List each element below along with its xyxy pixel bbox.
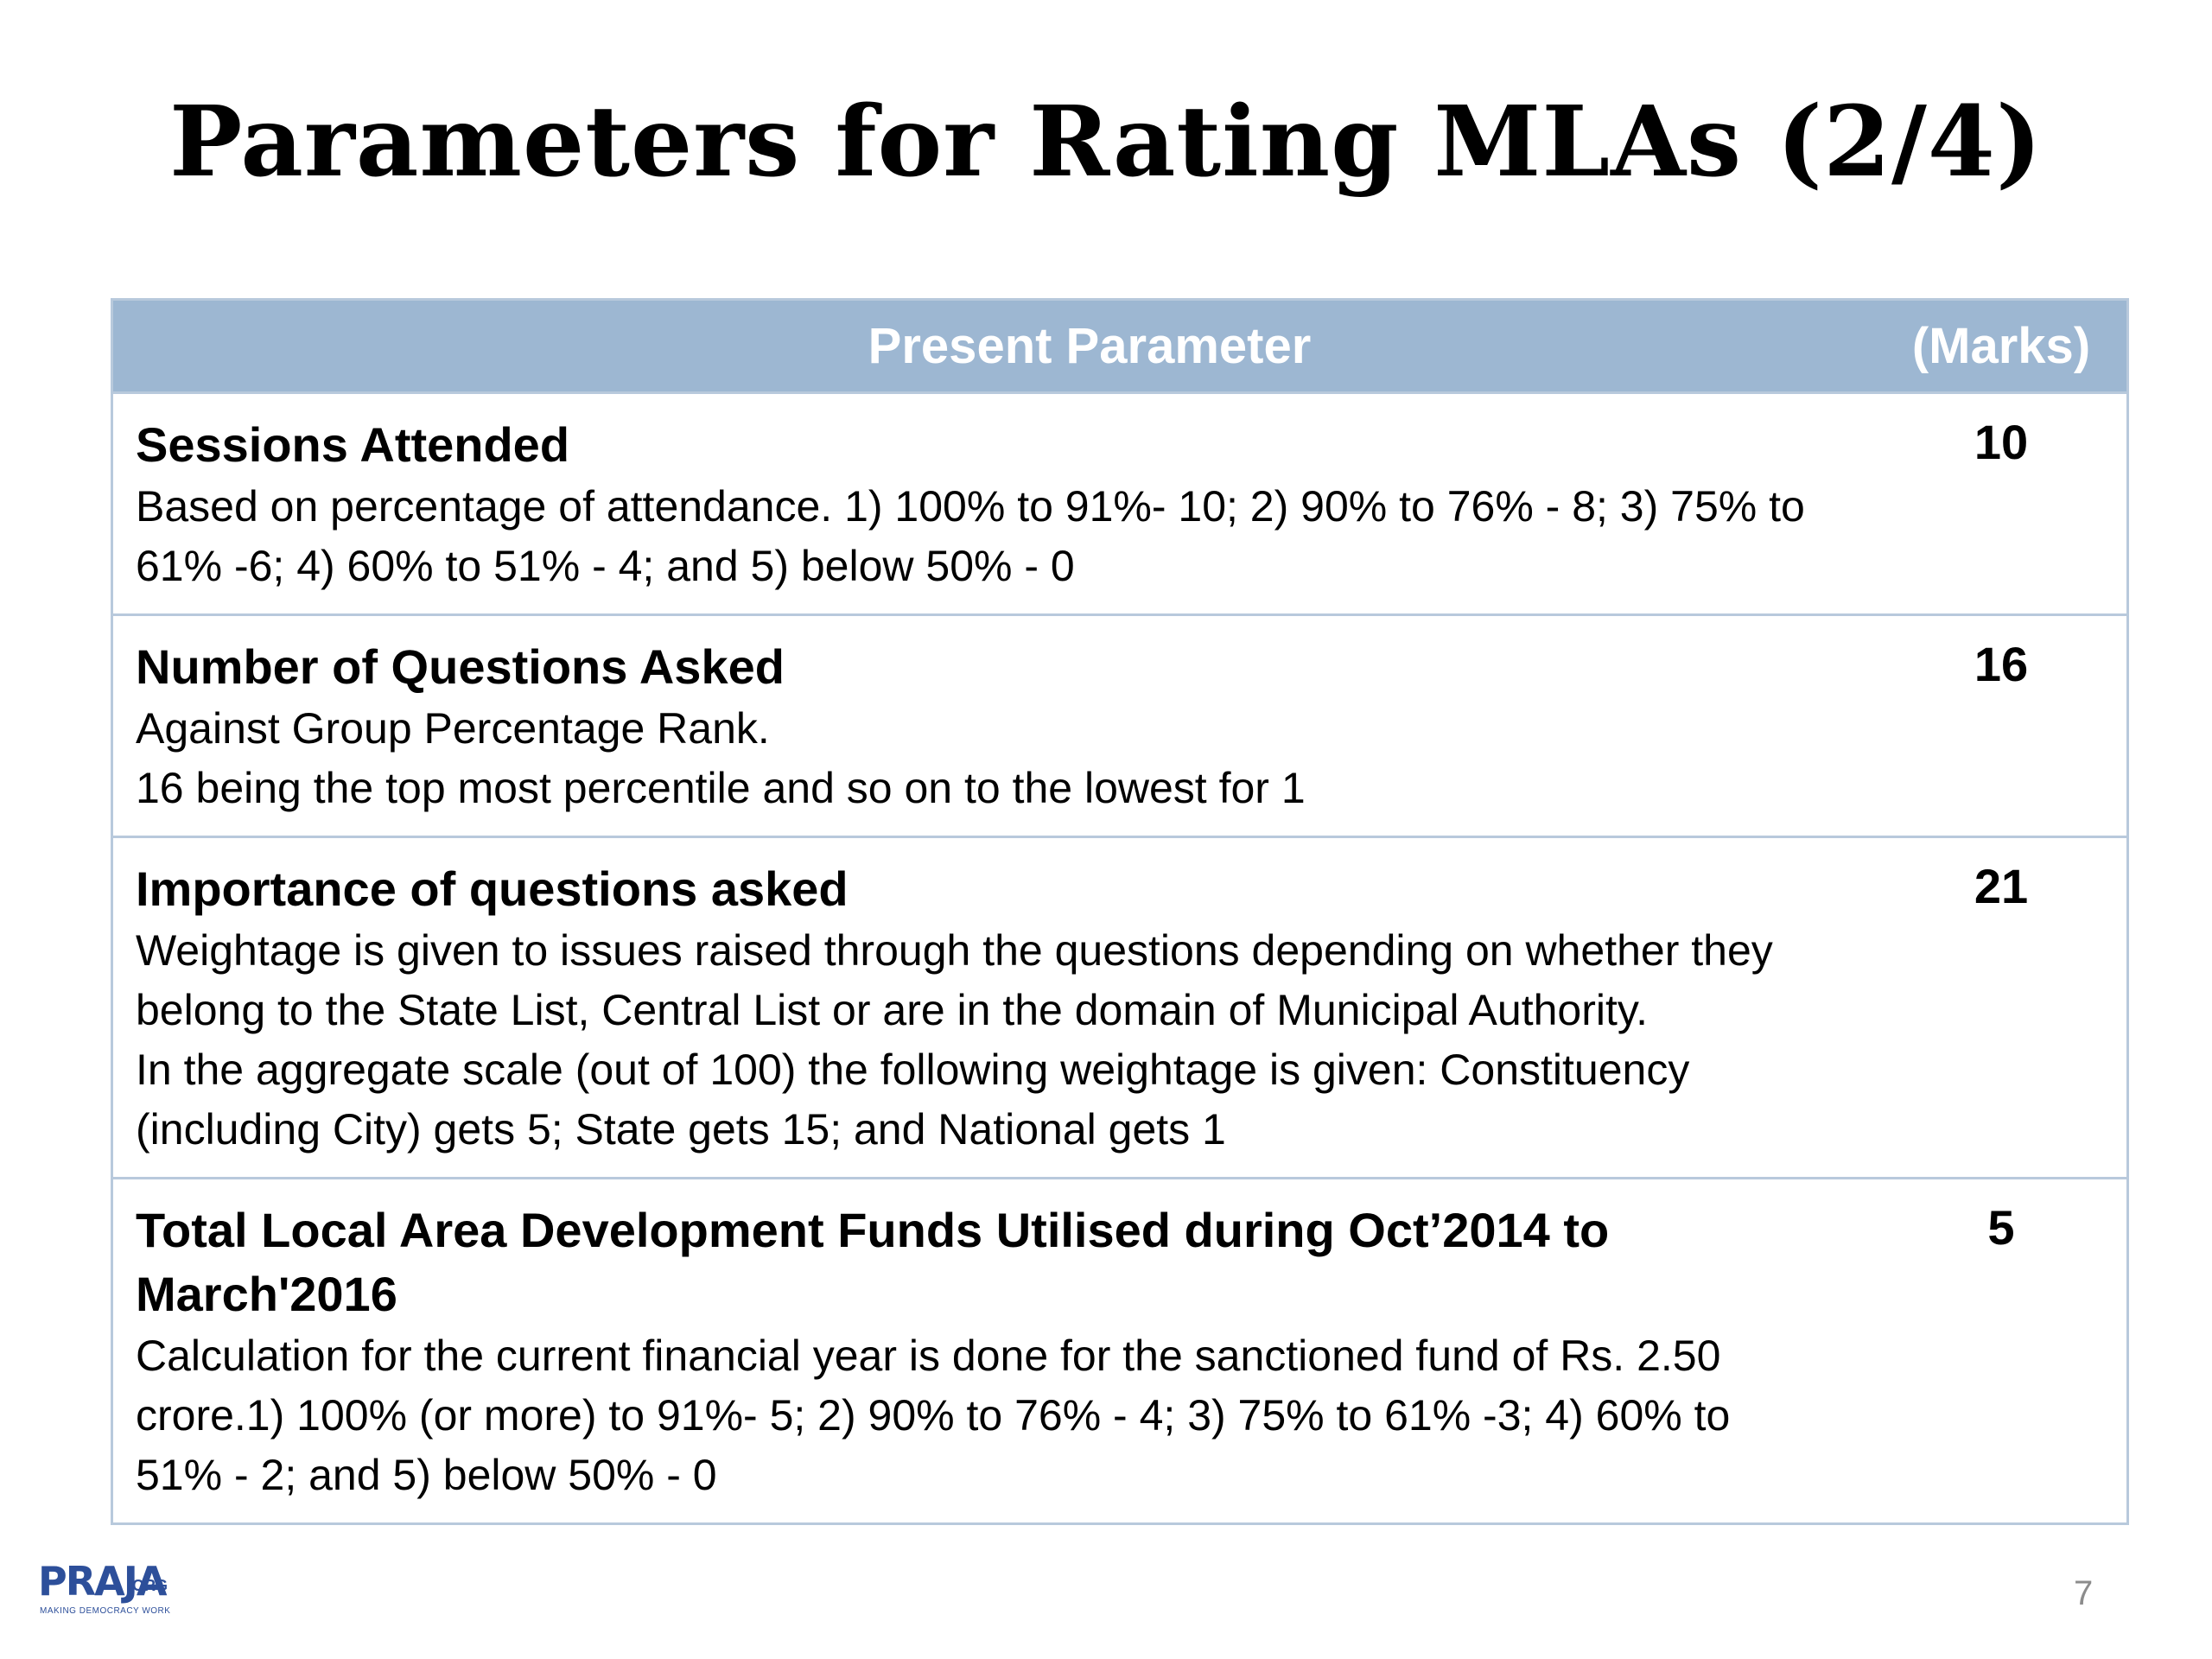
logo-tagline: MAKING DEMOCRACY WORK	[40, 1606, 171, 1616]
table-row-questions-asked: Number of Questions Asked Against Group …	[113, 613, 2126, 836]
table-row-lad-funds: Total Local Area Development Funds Utili…	[113, 1177, 2126, 1522]
header-marks: (Marks)	[1911, 318, 2091, 374]
parameter-cell: Number of Questions Asked Against Group …	[113, 616, 1893, 836]
parameter-description: Weightage is given to issues raised thro…	[136, 926, 1773, 1154]
parameters-table: Present Parameter (Marks) Sessions Atten…	[111, 298, 2129, 1525]
parameter-cell: Total Local Area Development Funds Utili…	[113, 1179, 1893, 1522]
marks-cell: 5	[1987, 1200, 2015, 1255]
marks-cell: 10	[1974, 415, 2029, 469]
table-header: Present Parameter (Marks)	[113, 301, 2126, 391]
parameter-title: Number of Questions Asked	[136, 639, 785, 694]
praja-logo: PRAJA .ORG MAKING DEMOCRACY WORK	[35, 1551, 181, 1629]
table-row-sessions-attended: Sessions Attended Based on percentage of…	[113, 391, 2126, 613]
parameter-cell: Sessions Attended Based on percentage of…	[113, 394, 1893, 613]
table-row-importance-of-questions: Importance of questions asked Weightage …	[113, 836, 2126, 1177]
parameter-title: Importance of questions asked	[136, 861, 849, 916]
page-number: 7	[2074, 1574, 2094, 1612]
logo-suffix: .ORG	[128, 1577, 168, 1594]
header-parameter: Present Parameter	[868, 318, 1312, 374]
marks-cell: 21	[1974, 859, 2029, 913]
marks-cell: 16	[1974, 637, 2029, 691]
slide-title: Parameters for Rating MLAs (2/4)	[169, 86, 2043, 199]
parameter-title: Sessions Attended	[136, 417, 570, 472]
logo-wordmark: PRAJA	[38, 1558, 167, 1605]
parameter-title: Total Local Area Development Funds Utili…	[136, 1203, 1610, 1321]
parameter-description: Calculation for the current financial ye…	[136, 1332, 1731, 1499]
parameter-description: Against Group Percentage Rank. 16 being …	[136, 704, 1306, 812]
parameter-description: Based on percentage of attendance. 1) 10…	[136, 482, 1805, 590]
parameter-cell: Importance of questions asked Weightage …	[113, 838, 1893, 1177]
